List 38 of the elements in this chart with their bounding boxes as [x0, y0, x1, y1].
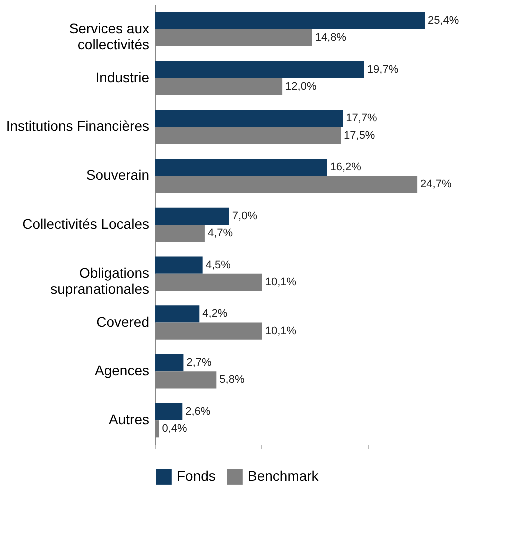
data-label: 25,4% — [428, 14, 460, 27]
data-label: 16,2% — [330, 162, 362, 174]
y-tick-label: Institutions Financières — [6, 118, 150, 134]
bar — [155, 306, 200, 323]
y-tick-label: Autres — [109, 412, 150, 428]
data-label: 17,7% — [346, 112, 378, 125]
y-tick-label: Industrie — [96, 69, 150, 86]
data-label: 10,1% — [265, 276, 297, 288]
data-label: 19,7% — [367, 64, 399, 76]
y-tick-label: Obligations supranationales — [50, 264, 150, 297]
bar — [155, 208, 230, 225]
data-label: 4,2% — [202, 308, 228, 320]
legend-label: Benchmark — [248, 468, 320, 484]
data-label: 12,0% — [286, 80, 317, 93]
y-tick-label: Agences — [95, 362, 150, 379]
data-label: 14,8% — [315, 32, 347, 44]
data-label: 10,1% — [265, 325, 297, 338]
bar — [155, 110, 344, 128]
data-label: 2,6% — [186, 406, 211, 418]
data-label: 24,7% — [420, 178, 452, 191]
data-label: 7,0% — [232, 210, 258, 222]
data-label: 4,7% — [208, 228, 234, 240]
data-label: 4,5% — [206, 259, 232, 272]
y-tick-label: Covered — [96, 314, 150, 330]
bar — [155, 256, 203, 274]
bar — [155, 159, 328, 176]
data-label: 5,8% — [220, 374, 245, 386]
y-tick-label: Services aux collectivités — [69, 20, 150, 52]
data-label: 2,7% — [186, 357, 212, 370]
bar — [155, 12, 425, 30]
data-label: 17,5% — [344, 130, 376, 142]
data-label: 0,4% — [162, 423, 188, 436]
y-tick-label: Souverain — [86, 167, 150, 184]
legend-label: Fonds — [177, 468, 216, 484]
bar — [155, 61, 364, 78]
bar — [155, 354, 184, 372]
y-tick-label: Collectivités Locales — [22, 216, 150, 232]
bar — [155, 403, 183, 421]
